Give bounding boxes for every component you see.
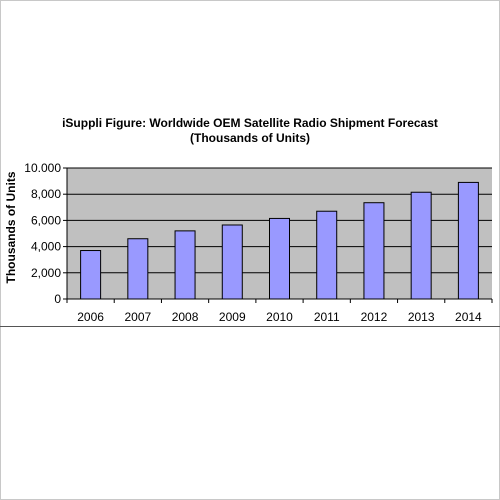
x-tick-label: 2006 xyxy=(77,310,104,324)
x-tick-label: 2007 xyxy=(124,310,151,324)
x-tick-label: 2013 xyxy=(408,310,435,324)
y-tick-label: 10.000 xyxy=(24,161,61,175)
y-axis-label: Thousands of Units xyxy=(4,171,18,283)
x-tick-labels: 2006 2007 2008 2009 2010 2011 2012 2013 2014 xyxy=(77,310,482,324)
chart-title: iSuppli Figure: Worldwide OEM Satellite … xyxy=(40,116,460,146)
bar xyxy=(127,238,149,300)
y-tick-label: 4,000 xyxy=(31,240,61,254)
bar xyxy=(221,224,243,300)
bar xyxy=(174,230,196,300)
x-tick-label: 2010 xyxy=(266,310,293,324)
bar xyxy=(457,181,479,300)
y-tick-label: 6,000 xyxy=(31,213,61,227)
bar xyxy=(80,250,102,300)
bar xyxy=(410,191,432,300)
bottom-divider xyxy=(0,326,500,327)
axes xyxy=(63,167,493,303)
x-tick-label: 2014 xyxy=(455,310,482,324)
bars xyxy=(80,181,479,300)
chart-title-line-2: (Thousands of Units) xyxy=(190,131,310,145)
y-tick-label: 2,000 xyxy=(31,266,61,280)
x-tick-label: 2011 xyxy=(314,310,340,324)
x-tick-label: 2008 xyxy=(172,310,199,324)
bar xyxy=(316,210,338,300)
x-tick-label: 2012 xyxy=(361,310,388,324)
chart-title-line-1: iSuppli Figure: Worldwide OEM Satellite … xyxy=(62,116,438,130)
bar xyxy=(363,202,385,300)
y-tick-label: 8,000 xyxy=(31,187,61,201)
x-tick-label: 2009 xyxy=(219,310,246,324)
y-tick-label: 0 xyxy=(54,292,61,306)
bar xyxy=(269,217,290,300)
y-tick-labels: 0 2,000 4,000 6,000 8,000 10.000 xyxy=(24,161,61,306)
